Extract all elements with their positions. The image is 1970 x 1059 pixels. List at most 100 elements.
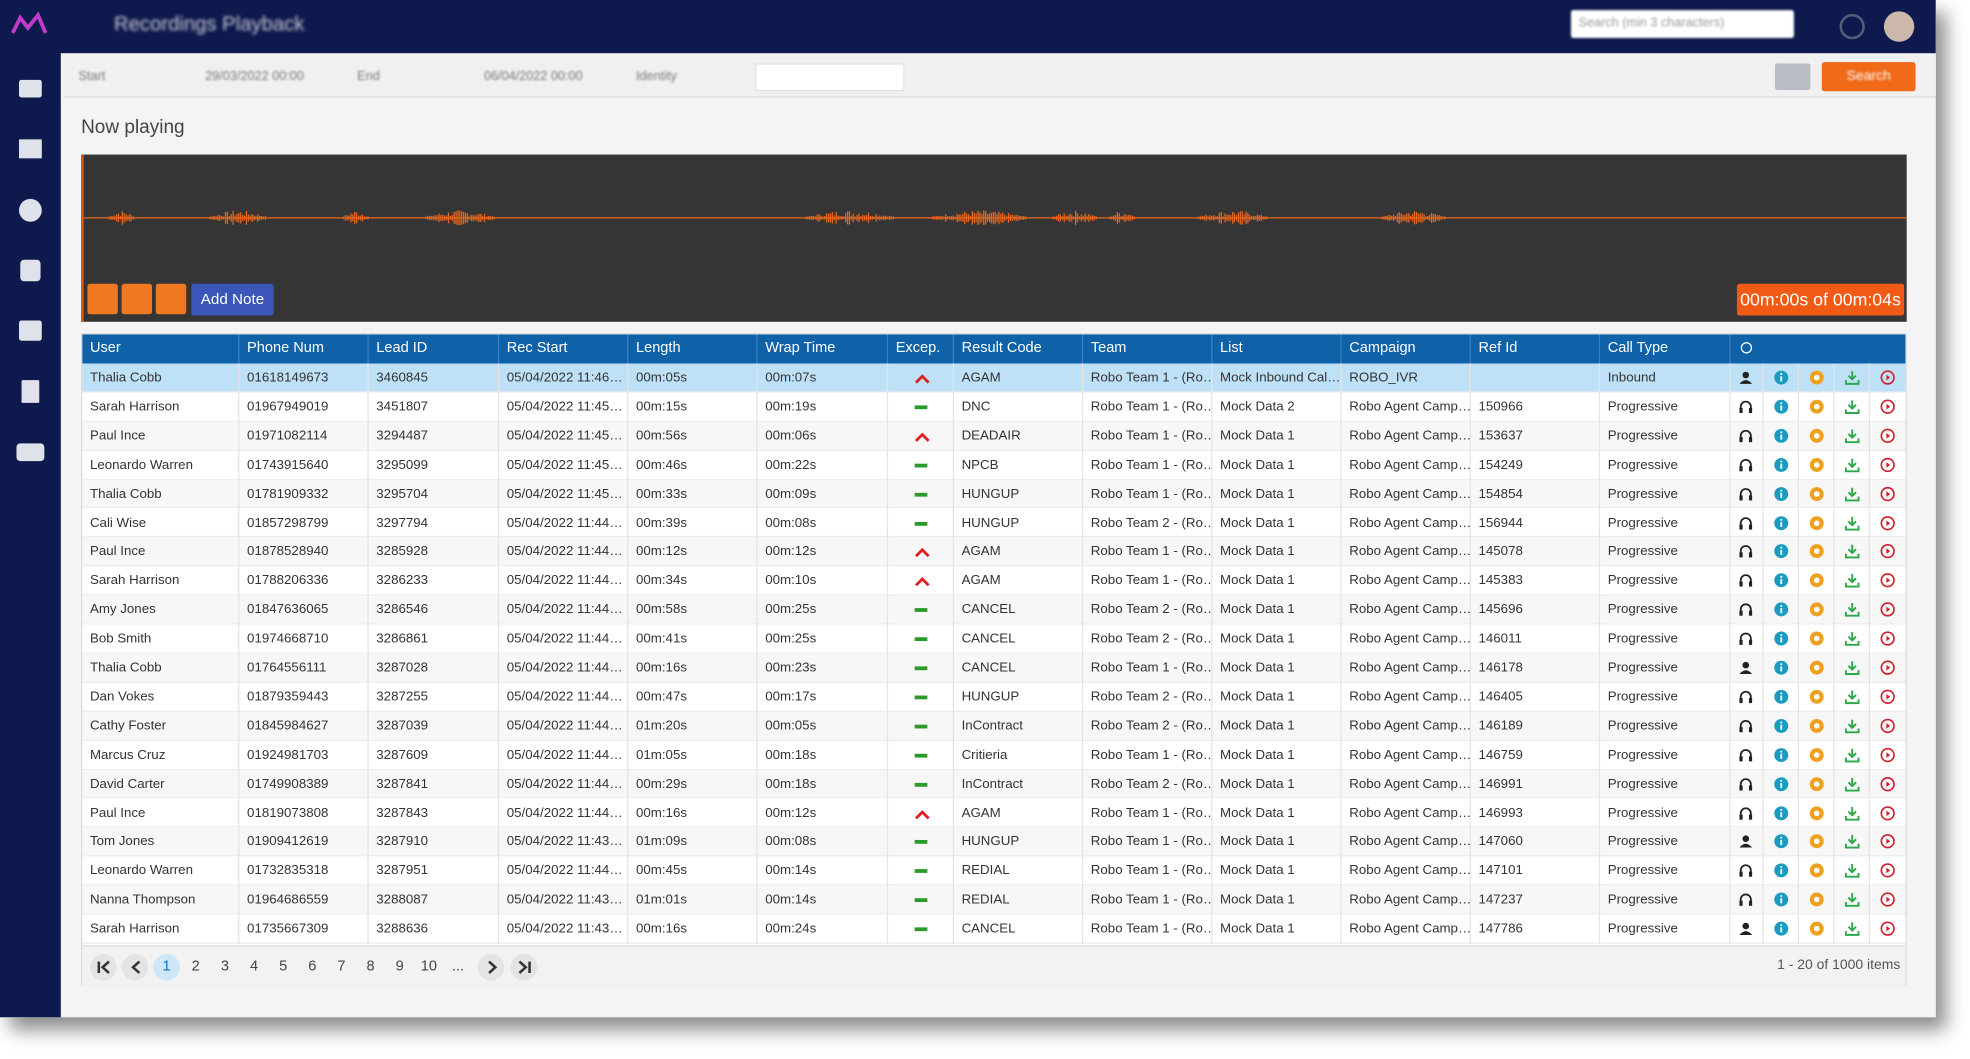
page-link[interactable]: 10: [420, 959, 437, 975]
page-link[interactable]: 4: [249, 959, 259, 975]
play-icon[interactable]: [1880, 428, 1895, 443]
table-row[interactable]: [82, 740, 1906, 770]
star-icon[interactable]: [1809, 834, 1824, 849]
play-icon[interactable]: [1880, 631, 1895, 646]
info-icon[interactable]: [1774, 776, 1789, 791]
column-header[interactable]: Call Type: [1600, 334, 1731, 364]
info-icon[interactable]: [1774, 573, 1789, 588]
filter-value[interactable]: 06/04/2022 00:00: [483, 69, 583, 84]
download-icon[interactable]: [1844, 428, 1860, 443]
table-row[interactable]: [82, 769, 1906, 799]
agent-icon[interactable]: [1738, 631, 1753, 646]
page-link[interactable]: 6: [308, 959, 317, 975]
info-icon[interactable]: [1774, 892, 1789, 907]
info-icon[interactable]: [1774, 747, 1789, 762]
next-page[interactable]: [477, 953, 505, 981]
table-row[interactable]: [82, 508, 1906, 538]
agent-icon[interactable]: [1738, 834, 1753, 849]
play-button[interactable]: [121, 283, 153, 315]
nav-icon[interactable]: [16, 443, 45, 462]
nav-icon[interactable]: [19, 320, 42, 341]
page-link[interactable]: 3: [220, 959, 229, 975]
download-icon[interactable]: [1844, 544, 1860, 559]
prev-page[interactable]: [121, 953, 149, 981]
star-icon[interactable]: [1809, 457, 1824, 472]
prev-button[interactable]: [87, 283, 118, 315]
column-header[interactable]: List: [1212, 334, 1342, 364]
page-link[interactable]: 8: [366, 959, 375, 975]
search-button[interactable]: Search: [1821, 62, 1916, 92]
agent-icon[interactable]: [1738, 660, 1753, 675]
star-icon[interactable]: [1809, 689, 1824, 704]
info-icon[interactable]: [1774, 660, 1789, 675]
filter-value[interactable]: 29/03/2022 00:00: [205, 69, 304, 84]
info-icon[interactable]: [1774, 515, 1789, 530]
add-note-button[interactable]: Add Note: [191, 283, 274, 316]
column-header[interactable]: Campaign: [1342, 334, 1471, 364]
download-icon[interactable]: [1844, 486, 1860, 501]
download-icon[interactable]: [1844, 834, 1860, 850]
page-link[interactable]: 9: [395, 959, 404, 975]
play-icon[interactable]: [1880, 515, 1895, 530]
star-icon[interactable]: [1809, 544, 1824, 559]
next-button[interactable]: [155, 283, 187, 315]
agent-icon[interactable]: [1738, 892, 1753, 907]
play-icon[interactable]: [1880, 921, 1895, 936]
agent-icon[interactable]: [1738, 486, 1753, 501]
info-icon[interactable]: [1774, 834, 1789, 849]
table-row[interactable]: [82, 682, 1906, 712]
agent-icon[interactable]: [1738, 428, 1753, 443]
table-row[interactable]: [82, 421, 1906, 451]
last-page[interactable]: [510, 953, 538, 981]
star-icon[interactable]: [1809, 718, 1824, 733]
agent-icon[interactable]: [1738, 747, 1753, 762]
nav-icon[interactable]: [19, 79, 42, 98]
first-page[interactable]: [89, 953, 117, 981]
table-row[interactable]: [82, 653, 1906, 683]
table-row[interactable]: [82, 711, 1906, 741]
table-row[interactable]: [82, 595, 1906, 625]
table-row[interactable]: [82, 450, 1906, 480]
table-row[interactable]: [82, 566, 1906, 596]
info-icon[interactable]: [1774, 486, 1789, 501]
star-icon[interactable]: [1809, 747, 1824, 762]
nav-icon[interactable]: [19, 139, 42, 159]
download-icon[interactable]: [1844, 631, 1860, 646]
play-icon[interactable]: [1880, 892, 1895, 907]
column-header[interactable]: Result Code: [954, 334, 1084, 364]
download-icon[interactable]: [1844, 370, 1860, 385]
star-icon[interactable]: [1809, 573, 1824, 588]
column-header[interactable]: Rec Start: [499, 334, 629, 364]
download-icon[interactable]: [1844, 573, 1860, 588]
download-icon[interactable]: [1844, 457, 1860, 472]
info-icon[interactable]: [1774, 921, 1789, 936]
agent-icon[interactable]: [1738, 544, 1753, 559]
agent-icon[interactable]: [1738, 370, 1753, 385]
help-icon[interactable]: [1839, 13, 1865, 40]
info-icon[interactable]: [1774, 544, 1789, 559]
table-row[interactable]: [82, 798, 1906, 828]
column-header[interactable]: Ref Id: [1471, 334, 1601, 364]
nav-icon[interactable]: [19, 198, 42, 222]
star-icon[interactable]: [1809, 660, 1824, 675]
column-header[interactable]: Lead ID: [369, 334, 500, 364]
download-icon[interactable]: [1844, 660, 1860, 675]
star-icon[interactable]: [1809, 863, 1824, 878]
table-row[interactable]: [82, 363, 1906, 393]
page-link[interactable]: 2: [191, 959, 200, 975]
download-icon[interactable]: [1844, 689, 1860, 704]
download-icon[interactable]: [1844, 863, 1860, 879]
column-header[interactable]: Length: [628, 334, 758, 364]
info-icon[interactable]: [1774, 428, 1789, 443]
star-icon[interactable]: [1809, 486, 1824, 501]
agent-icon[interactable]: [1738, 689, 1753, 704]
play-icon[interactable]: [1880, 805, 1895, 820]
table-row[interactable]: [82, 827, 1906, 857]
info-icon[interactable]: [1774, 689, 1789, 704]
info-icon[interactable]: [1774, 602, 1789, 617]
agent-icon[interactable]: [1738, 776, 1753, 791]
play-icon[interactable]: [1880, 776, 1895, 791]
info-icon[interactable]: [1774, 863, 1789, 878]
agent-icon[interactable]: [1738, 602, 1753, 617]
page-link[interactable]: 5: [279, 959, 288, 975]
